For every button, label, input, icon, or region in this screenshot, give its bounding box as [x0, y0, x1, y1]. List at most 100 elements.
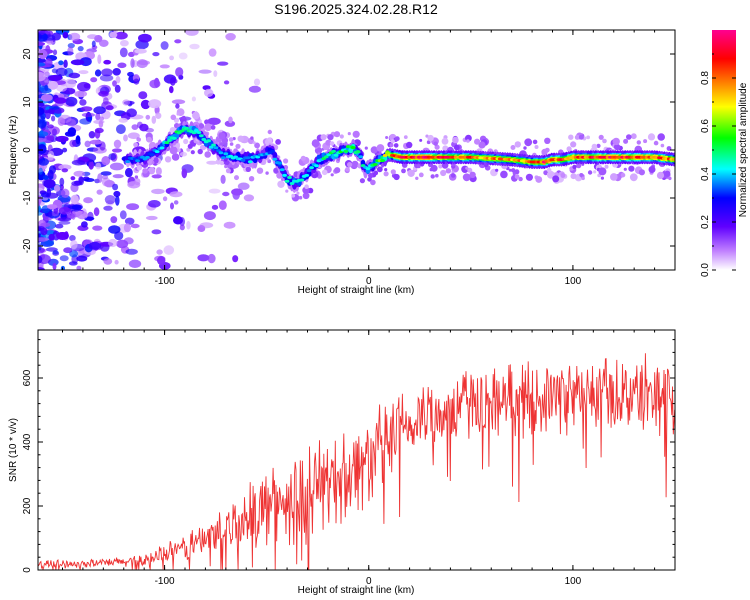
ridge-cell — [343, 149, 349, 153]
noise-blob — [44, 84, 49, 91]
halo-dot — [568, 134, 574, 140]
halo-dot — [204, 123, 212, 131]
colorbar-tick-label: 0.2 — [700, 215, 711, 229]
noise-blob — [44, 71, 50, 77]
x-tick-label: -100 — [155, 576, 175, 587]
noise-blob — [178, 52, 188, 60]
halo-dot — [570, 141, 577, 148]
ridge-cell — [289, 182, 295, 185]
halo-dot — [235, 143, 241, 149]
noise-blob — [68, 72, 81, 79]
y-tick-label: 600 — [22, 369, 33, 386]
halo-dot — [604, 164, 609, 169]
noise-blob — [44, 30, 50, 35]
noise-blob — [155, 112, 162, 119]
halo-dot — [653, 140, 659, 146]
noise-blob — [213, 70, 218, 77]
halo-dot — [586, 135, 590, 140]
noise-blob — [243, 194, 255, 202]
halo-dot — [630, 133, 637, 140]
halo-dot — [546, 168, 552, 173]
halo-dot — [275, 139, 281, 145]
noise-blob — [47, 80, 59, 90]
halo-dot — [215, 159, 222, 165]
ridge-cell — [154, 150, 160, 154]
halo-dot — [500, 170, 508, 179]
ridge-cell — [201, 138, 207, 141]
noise-blob — [199, 222, 214, 229]
halo-dot — [321, 169, 328, 176]
noise-blob — [98, 120, 104, 128]
ridge-cell — [350, 146, 356, 150]
noise-blob — [47, 75, 62, 82]
halo-dot — [578, 134, 584, 140]
halo-dot — [598, 134, 604, 140]
noise-blob — [78, 70, 89, 75]
noise-blob — [103, 59, 112, 65]
noise-blob — [101, 68, 113, 77]
noise-blob — [151, 188, 165, 195]
halo-dot — [265, 171, 269, 175]
noise-blob — [63, 59, 68, 68]
halo-dot — [570, 173, 577, 180]
halo-dot — [370, 179, 376, 186]
noise-blob — [185, 30, 199, 36]
noise-blob — [44, 58, 53, 68]
noise-blob — [211, 204, 219, 210]
halo-dot — [142, 168, 148, 174]
noise-blob — [179, 151, 188, 157]
halo-dot — [347, 132, 351, 136]
halo-dot — [426, 140, 431, 145]
ridge-cell — [372, 163, 378, 166]
ridge-cell — [272, 151, 278, 158]
halo-dot — [648, 166, 656, 173]
noise-blob — [119, 47, 128, 58]
halo-dot — [320, 134, 327, 141]
noise-blob — [89, 139, 103, 145]
y-tick-label: -10 — [22, 190, 33, 205]
noise-blob — [109, 162, 124, 171]
noise-blob — [101, 156, 111, 166]
halo-dot — [572, 164, 577, 170]
noise-blob — [169, 86, 174, 94]
noise-blob — [128, 259, 142, 268]
noise-blob — [181, 168, 188, 179]
halo-dot — [430, 164, 438, 172]
noise-blob — [95, 162, 102, 170]
noise-blob — [64, 78, 77, 89]
noise-blob — [208, 48, 217, 57]
ridge-cell — [145, 155, 150, 159]
halo-dot — [401, 162, 408, 168]
colorbar-tick-label: 0.6 — [700, 119, 711, 133]
noise-blob — [70, 194, 79, 205]
halo-dot — [636, 140, 641, 145]
noise-blob — [40, 192, 50, 198]
noise-blob — [52, 128, 57, 136]
noise-blob — [207, 253, 216, 264]
noise-blob — [170, 202, 174, 210]
noise-blob — [156, 249, 163, 255]
ridge-cell — [306, 169, 312, 173]
halo-dot — [620, 172, 626, 178]
noise-blob — [169, 77, 176, 86]
noise-blob — [93, 207, 100, 217]
ridge-cell — [216, 149, 221, 153]
noise-blob — [175, 67, 184, 77]
halo-dot — [136, 137, 141, 142]
noise-blob — [38, 267, 45, 270]
halo-dot — [514, 141, 521, 148]
ridge-cell — [211, 143, 217, 147]
noise-blob — [51, 115, 56, 122]
halo-dot — [560, 173, 566, 178]
halo-dot — [430, 174, 435, 179]
noise-blob — [38, 62, 46, 67]
noise-blob — [83, 197, 93, 204]
ridge-cell — [279, 168, 285, 172]
noise-blob — [70, 239, 78, 250]
halo-dot — [474, 138, 481, 145]
noise-blob — [38, 200, 41, 207]
noise-blob — [127, 71, 134, 77]
halo-dot — [552, 175, 560, 183]
halo-dot — [368, 172, 374, 179]
